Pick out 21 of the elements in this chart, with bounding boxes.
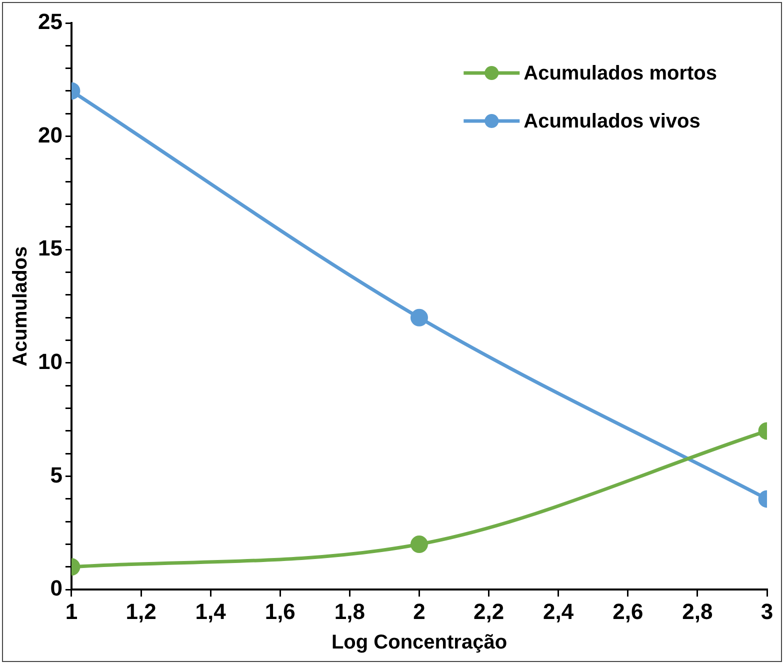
x-tick-label: 2 (413, 598, 426, 624)
x-axis-title: Log Concentração (331, 632, 508, 654)
x-tick-label: 2,6 (612, 598, 644, 624)
y-tick-label: 0 (50, 576, 62, 601)
legend-label: Acumulados vivos (524, 110, 700, 133)
y-tick-label: 20 (38, 122, 62, 148)
y-axis-title: Acumulados (10, 246, 32, 366)
x-tick-label: 3 (760, 598, 774, 624)
y-tick-label: 25 (38, 9, 62, 34)
x-tick-label: 2,2 (473, 598, 504, 624)
x-tick-label: 1,6 (264, 598, 296, 624)
x-tick-label: 1,8 (334, 598, 365, 624)
x-tick-label: 2,8 (682, 598, 713, 624)
x-tick-label: 1 (65, 598, 78, 624)
y-tick-label: 5 (50, 462, 62, 488)
x-tick-label: 1,4 (195, 598, 227, 624)
y-tick-label: 10 (38, 349, 62, 374)
x-tick-label: 1,2 (126, 598, 156, 624)
y-tick-label: 15 (38, 236, 62, 261)
x-tick-label: 2,4 (543, 598, 574, 624)
legend-label: Acumulados mortos (524, 62, 717, 85)
